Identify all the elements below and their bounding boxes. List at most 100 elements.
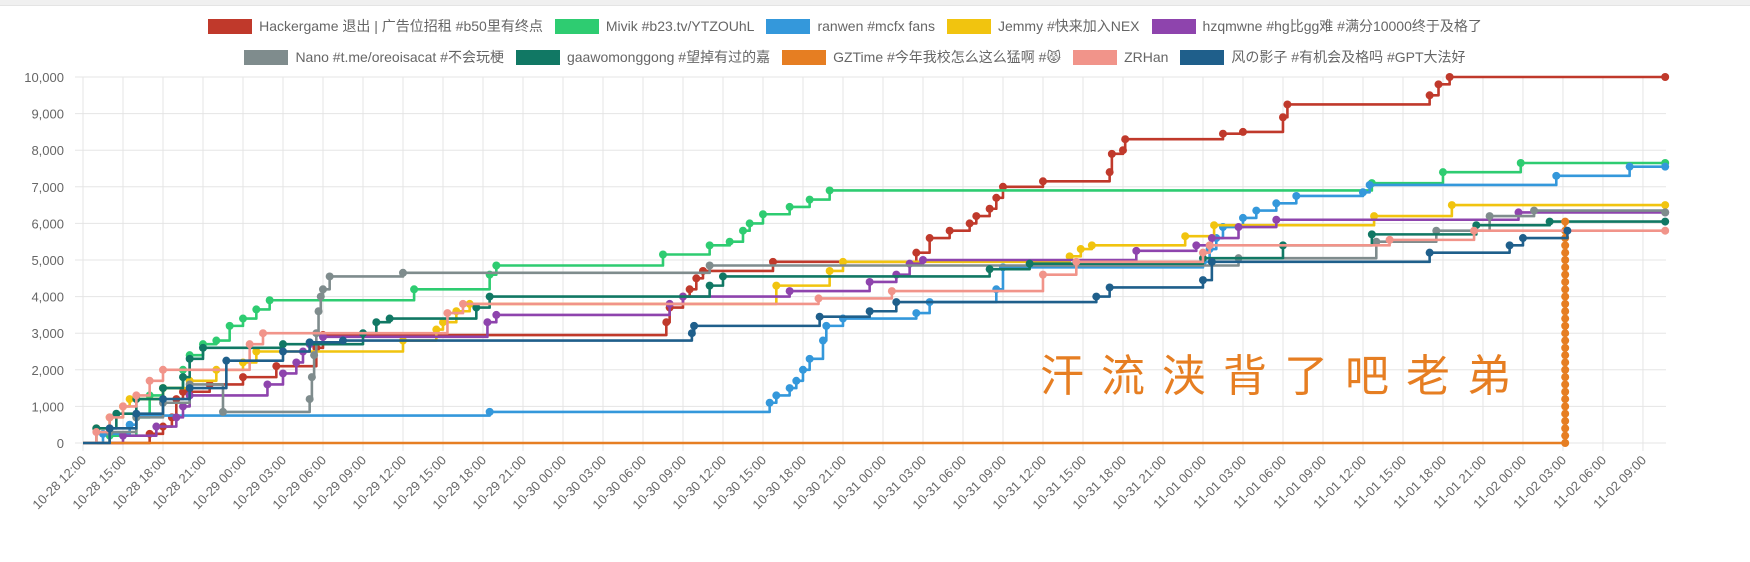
data-point bbox=[772, 391, 781, 400]
data-point bbox=[822, 321, 831, 330]
data-point bbox=[105, 424, 114, 433]
data-point bbox=[225, 321, 234, 330]
data-point bbox=[805, 354, 814, 363]
data-point bbox=[1107, 149, 1116, 158]
data-point bbox=[1238, 213, 1247, 222]
data-point bbox=[692, 274, 701, 283]
data-point bbox=[887, 287, 896, 296]
data-point bbox=[1561, 321, 1570, 330]
legend-label: Hackergame 退出 | 广告位招租 #b50里有终点 bbox=[259, 18, 543, 34]
legend-item[interactable]: Hackergame 退出 | 广告位招租 #b50里有终点 bbox=[208, 16, 543, 36]
data-point bbox=[1252, 206, 1261, 215]
data-point bbox=[785, 384, 794, 393]
legend-item[interactable]: ranwen #mcfx fans bbox=[766, 16, 935, 36]
data-point bbox=[998, 182, 1007, 191]
data-point bbox=[815, 312, 824, 321]
data-point bbox=[1661, 208, 1670, 217]
data-point bbox=[972, 212, 981, 221]
y-tick-label: 1,000 bbox=[31, 399, 64, 414]
data-point bbox=[118, 402, 127, 411]
data-point bbox=[738, 226, 747, 235]
y-tick-label: 8,000 bbox=[31, 143, 64, 158]
data-point bbox=[1485, 212, 1494, 221]
data-point bbox=[1561, 409, 1570, 418]
data-point bbox=[765, 398, 774, 407]
legend-swatch bbox=[1073, 49, 1118, 65]
legend-row-1: Hackergame 退出 | 广告位招租 #b50里有终点 Mivik #b23… bbox=[0, 16, 1720, 36]
legend-row-2: Nano #t.me/oreoisacat #不会玩梗 gaawomonggong… bbox=[0, 47, 1730, 67]
series-line bbox=[83, 230, 1569, 445]
legend-item[interactable]: gaawomonggong #望掉有过的嘉 bbox=[515, 47, 771, 67]
legend-item[interactable]: 风の影子 #有机会及格吗 #GPT大法好 bbox=[1180, 47, 1466, 67]
top-bar bbox=[0, 0, 1750, 6]
data-point bbox=[1283, 100, 1292, 109]
data-point bbox=[718, 272, 727, 281]
legend-item[interactable]: GZTime #今年我校怎么这么猛啊 #😾 bbox=[782, 47, 1061, 67]
legend-swatch bbox=[208, 18, 253, 34]
data-point bbox=[316, 292, 325, 301]
data-point bbox=[1367, 230, 1376, 239]
data-point bbox=[1561, 439, 1570, 447]
data-point bbox=[705, 241, 714, 250]
legend-label: Jemmy #快来加入NEX bbox=[997, 18, 1140, 34]
data-point bbox=[410, 285, 419, 294]
legend-item[interactable]: hzqmwne #hg比gg难 #满分10000终于及格了 bbox=[1151, 16, 1482, 36]
data-point bbox=[92, 428, 101, 437]
data-point bbox=[1425, 91, 1434, 100]
data-point bbox=[265, 296, 274, 305]
data-point bbox=[1561, 277, 1570, 286]
legend-item[interactable]: ZRHan bbox=[1073, 47, 1168, 67]
y-tick-label: 2,000 bbox=[31, 363, 64, 378]
data-point bbox=[1661, 162, 1670, 171]
data-point bbox=[1561, 307, 1570, 316]
data-point bbox=[1121, 135, 1130, 144]
legend-swatch bbox=[782, 49, 827, 65]
data-point bbox=[1561, 241, 1570, 250]
data-point bbox=[705, 281, 714, 290]
data-point bbox=[658, 250, 667, 259]
legend-item[interactable]: Nano #t.me/oreoisacat #不会玩梗 bbox=[244, 47, 504, 67]
data-point bbox=[305, 338, 314, 347]
series-line bbox=[83, 220, 1666, 445]
data-point bbox=[118, 431, 127, 440]
data-point bbox=[292, 358, 301, 367]
data-point bbox=[338, 336, 347, 345]
data-point bbox=[1661, 73, 1670, 81]
series-line bbox=[83, 211, 1666, 445]
y-tick-label: 3,000 bbox=[31, 326, 64, 341]
data-point bbox=[105, 413, 114, 422]
data-point bbox=[278, 369, 287, 378]
data-point bbox=[158, 395, 167, 404]
legend-item[interactable]: Jemmy #快来加入NEX bbox=[946, 16, 1140, 36]
data-point bbox=[1561, 431, 1570, 440]
data-point bbox=[1025, 259, 1034, 268]
data-point bbox=[278, 340, 287, 349]
legend-label: GZTime #今年我校怎么这么猛啊 #😾 bbox=[833, 49, 1062, 65]
legend-swatch bbox=[1151, 18, 1196, 34]
data-point bbox=[1181, 232, 1190, 241]
data-point bbox=[705, 261, 714, 270]
y-tick-label: 4,000 bbox=[31, 290, 64, 305]
data-point bbox=[252, 347, 261, 356]
data-point bbox=[1207, 257, 1216, 266]
data-point bbox=[1198, 248, 1207, 257]
legend-label: gaawomonggong #望掉有过的嘉 bbox=[566, 49, 771, 65]
data-point bbox=[483, 318, 492, 327]
legend-item[interactable]: Mivik #b23.tv/YTZOUhL bbox=[554, 16, 754, 36]
data-point bbox=[892, 298, 901, 307]
data-point bbox=[1561, 402, 1570, 411]
legend-label: 风の影子 #有机会及格吗 #GPT大法好 bbox=[1231, 49, 1466, 65]
data-point bbox=[1561, 336, 1570, 345]
data-point bbox=[278, 347, 287, 356]
y-tick-label: 10,000 bbox=[24, 70, 64, 85]
data-point bbox=[132, 409, 141, 418]
data-point bbox=[1065, 252, 1074, 261]
data-point bbox=[1365, 180, 1374, 189]
data-point bbox=[125, 395, 134, 404]
legend-swatch bbox=[554, 18, 599, 34]
data-point bbox=[1561, 270, 1570, 279]
data-point bbox=[1514, 208, 1523, 217]
data-point bbox=[1561, 424, 1570, 433]
data-point bbox=[1470, 226, 1479, 235]
data-point bbox=[825, 186, 834, 195]
